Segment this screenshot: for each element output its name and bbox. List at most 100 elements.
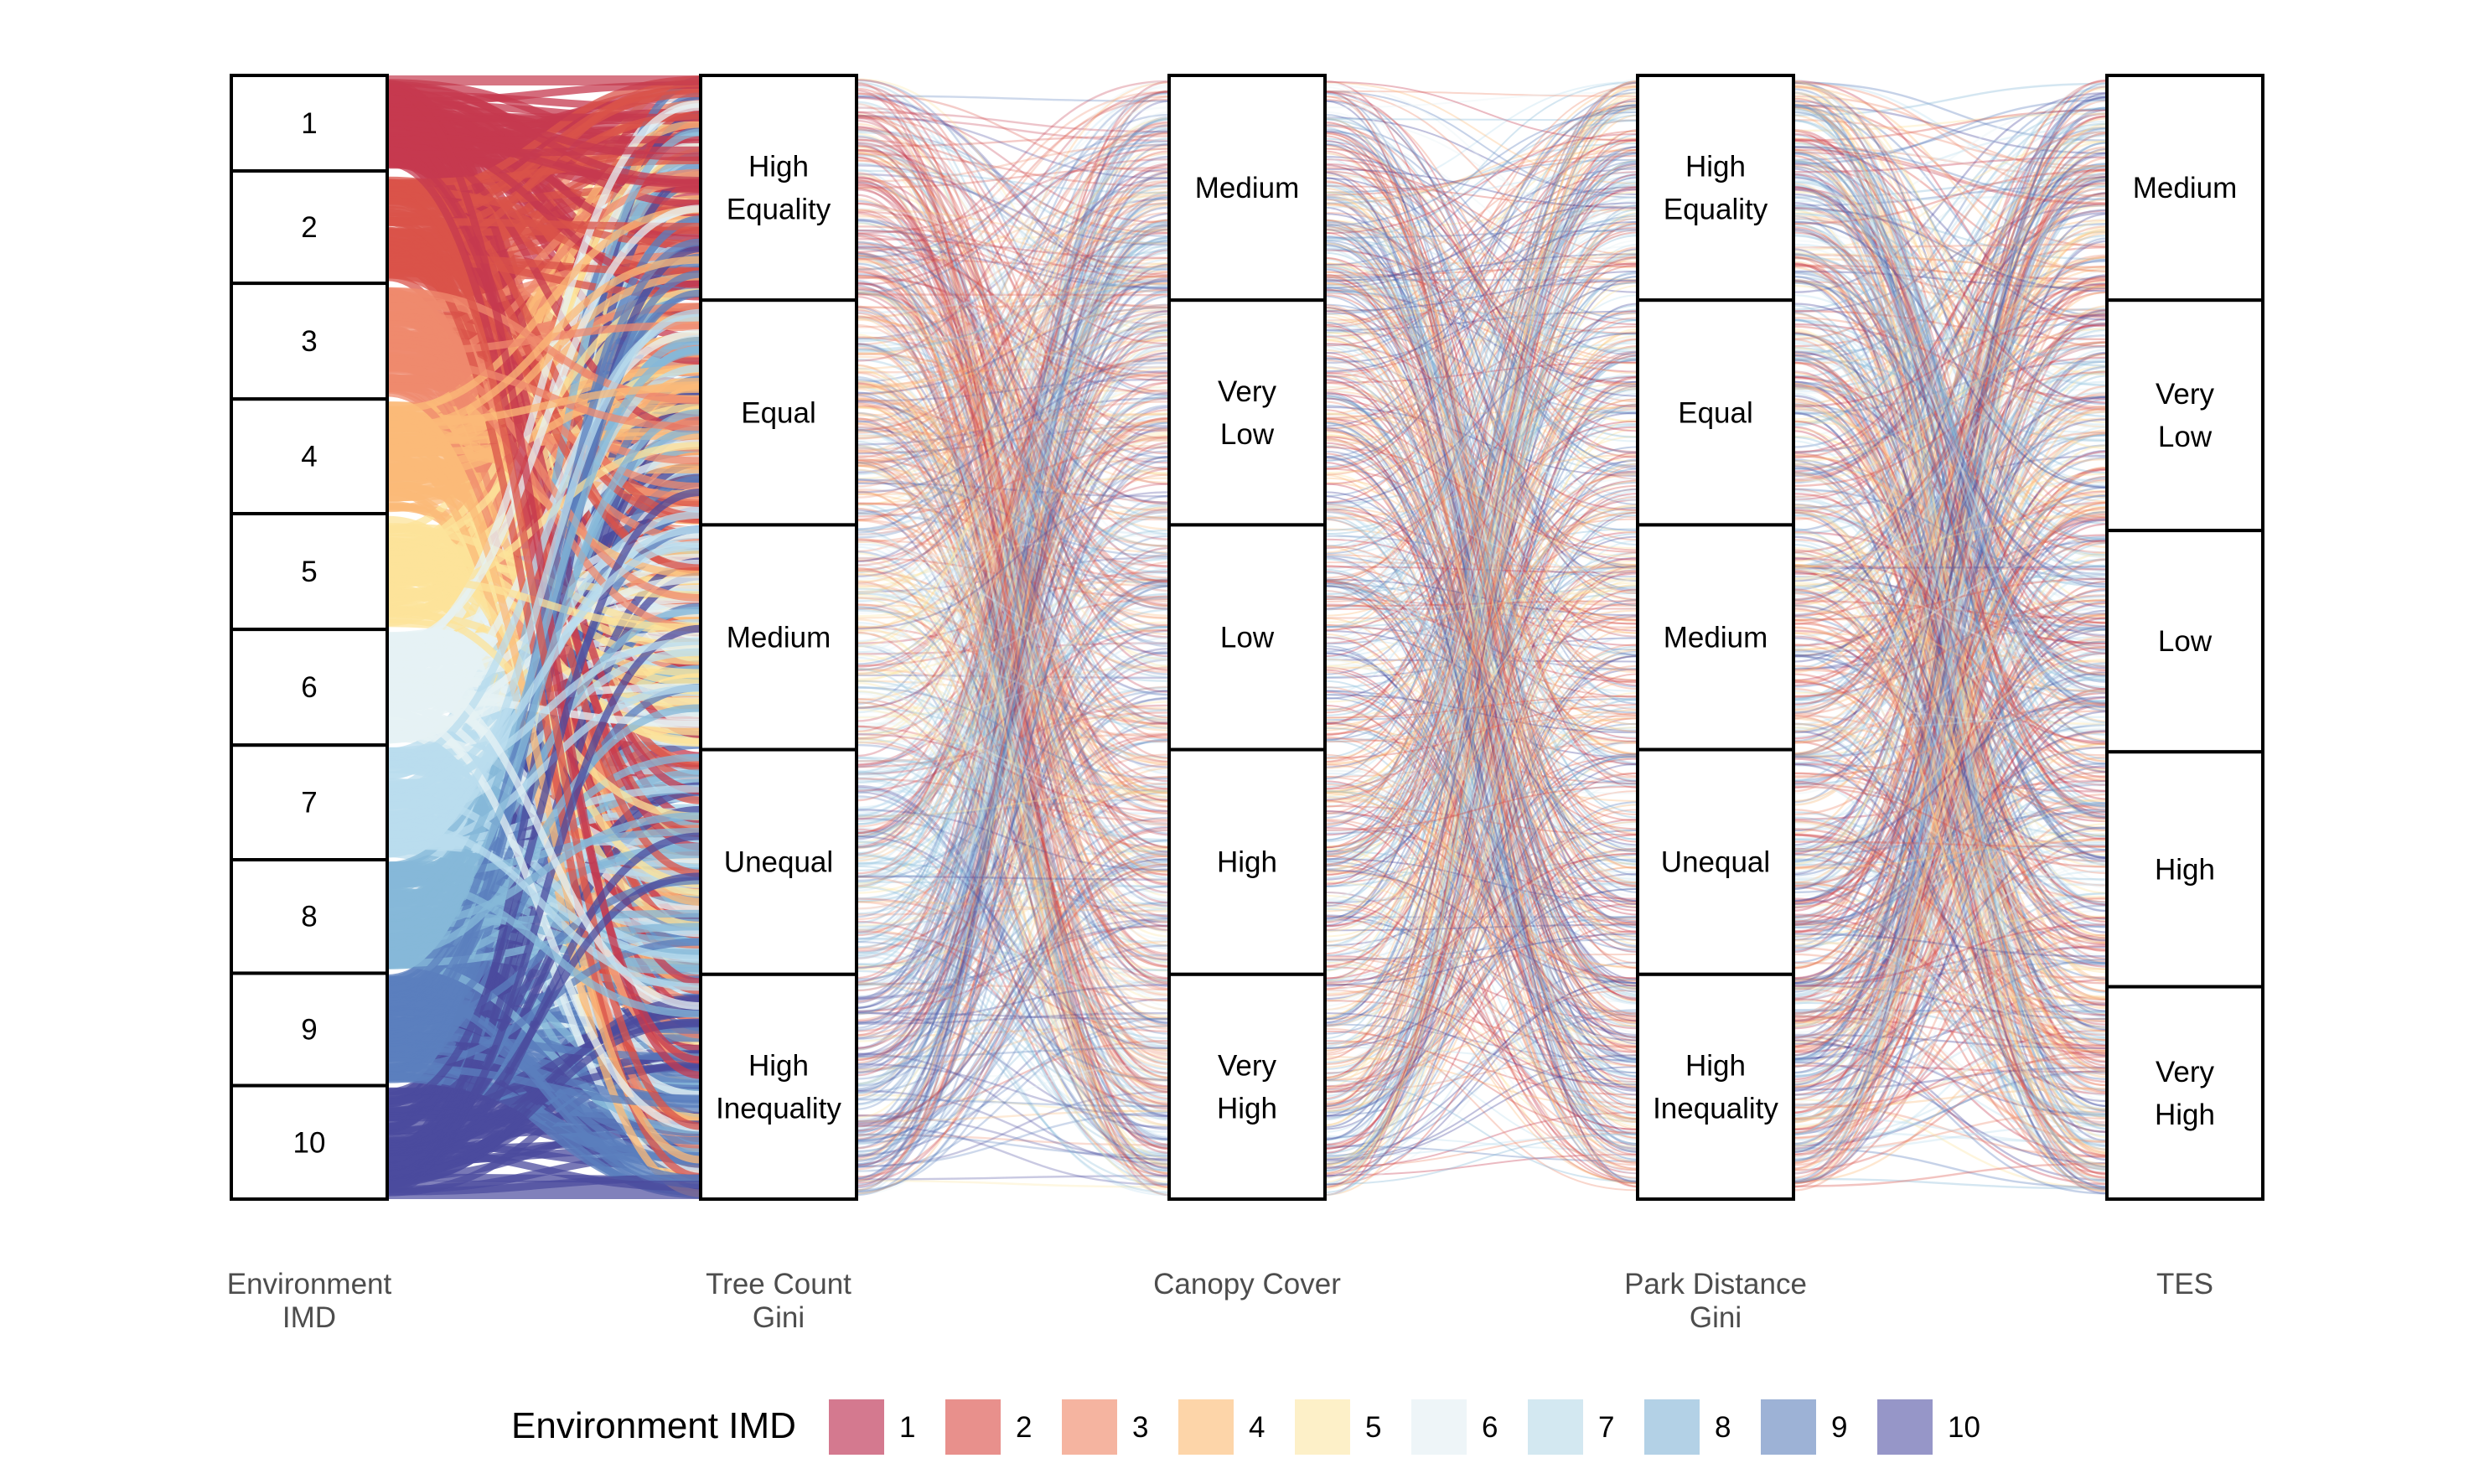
flow-line (1793, 401, 2108, 1087)
flow-line (1793, 649, 2108, 980)
flow-line (1324, 427, 1638, 1153)
flow-line (1793, 317, 2108, 411)
flow-line (856, 813, 1170, 1097)
flow-line (856, 422, 1170, 722)
flow-line (856, 556, 1170, 593)
flow-line (1324, 915, 1638, 1184)
flow-line (1793, 542, 2108, 1151)
flow-line (1793, 278, 2108, 499)
flow-line (1793, 468, 2108, 905)
flow-line (1324, 263, 1638, 374)
flow-line (1324, 185, 1638, 208)
flow-line (1324, 229, 1638, 763)
flow-line (1793, 199, 2108, 755)
flow-line (1324, 780, 1638, 1183)
flow-line (1324, 124, 1638, 321)
flow-line (856, 282, 1170, 783)
flow-line (1324, 120, 1638, 241)
flow-line (1324, 131, 1638, 705)
flow-line (1324, 133, 1638, 235)
flow-line (1793, 490, 2108, 507)
flow-line (1793, 127, 2108, 851)
flow-line (1324, 636, 1638, 1047)
flow-line (1324, 312, 1638, 675)
flow-line (1324, 171, 1638, 888)
flow-line (1793, 335, 2108, 944)
flow-line (856, 869, 1170, 968)
flow-line (1324, 406, 1638, 420)
flow-line (1793, 613, 2108, 670)
flow-line (856, 406, 1170, 520)
flow-line (856, 918, 1170, 999)
flow-line (1324, 271, 1638, 334)
flow-line (1793, 262, 2108, 773)
flow-line (1793, 334, 2108, 441)
axis-title: Park Distance (1624, 1268, 1807, 1300)
flow-line (856, 435, 1170, 1181)
flow-line (1324, 203, 1638, 690)
flow-line (1793, 530, 2108, 624)
flow-line (856, 220, 1170, 440)
flow-line (856, 354, 1170, 571)
flow-line (1324, 1012, 1638, 1157)
flow-line (1793, 328, 2108, 1171)
flow-line (1793, 148, 2108, 763)
flow-line (1793, 622, 2108, 820)
flow-line (856, 111, 1170, 1096)
flow-line (856, 220, 1170, 584)
stratum-box (1167, 972, 1327, 1202)
flow-line (856, 335, 1170, 1062)
flow-line (856, 782, 1170, 1138)
flow-line (1324, 281, 1638, 579)
flow-line (1324, 450, 1638, 719)
flow-line (1793, 772, 2108, 848)
flow-line (1324, 146, 1638, 587)
flow-line (1793, 260, 2108, 470)
flow-line (1793, 729, 2108, 1002)
stratum-box (230, 397, 389, 515)
flow-line (386, 637, 701, 789)
flow-line (856, 447, 1170, 763)
flow-line (1793, 577, 2108, 622)
flow-line (1793, 92, 2108, 606)
flow-line (856, 247, 1170, 504)
stratum-box (2105, 985, 2264, 1202)
flow-line (1324, 343, 1638, 710)
flow-line (1793, 772, 2108, 831)
flow-line (1793, 654, 2108, 693)
flow-line (1324, 222, 1638, 1106)
flow-line (1324, 577, 1638, 720)
flow-line (1324, 554, 1638, 608)
flow-line (1324, 579, 1638, 1060)
flow-line (1324, 398, 1638, 876)
flow-line (1793, 230, 2108, 906)
flow-line (1324, 736, 1638, 815)
flow-line (856, 115, 1170, 455)
flow-line (1324, 1040, 1638, 1096)
flow-line (1324, 864, 1638, 1053)
stratum-box (1636, 972, 1795, 1202)
flow-line (1324, 180, 1638, 949)
flow-line (856, 983, 1170, 1081)
flow-line (1324, 194, 1638, 835)
flow-line (1324, 100, 1638, 1039)
flow-line (1793, 347, 2108, 763)
flow-line (1793, 429, 2108, 990)
flow-line (1793, 357, 2108, 442)
flow-line (1324, 420, 1638, 631)
flow-line (1793, 1016, 2108, 1047)
flow-line (856, 367, 1170, 864)
stratum-label: Unequal (1661, 846, 1770, 879)
flow-line (1793, 163, 2108, 348)
stratum-box (1167, 523, 1327, 752)
flow-line (856, 130, 1170, 271)
flow-line (1324, 463, 1638, 879)
flow-line (856, 224, 1170, 530)
flow-line (856, 329, 1170, 539)
flow-line (1793, 261, 2108, 1042)
flow-line (1324, 709, 1638, 889)
flow-line (1324, 220, 1638, 541)
stratum-label: 9 (301, 1014, 317, 1047)
flow-line (1793, 598, 2108, 999)
flow-line (1324, 740, 1638, 1035)
